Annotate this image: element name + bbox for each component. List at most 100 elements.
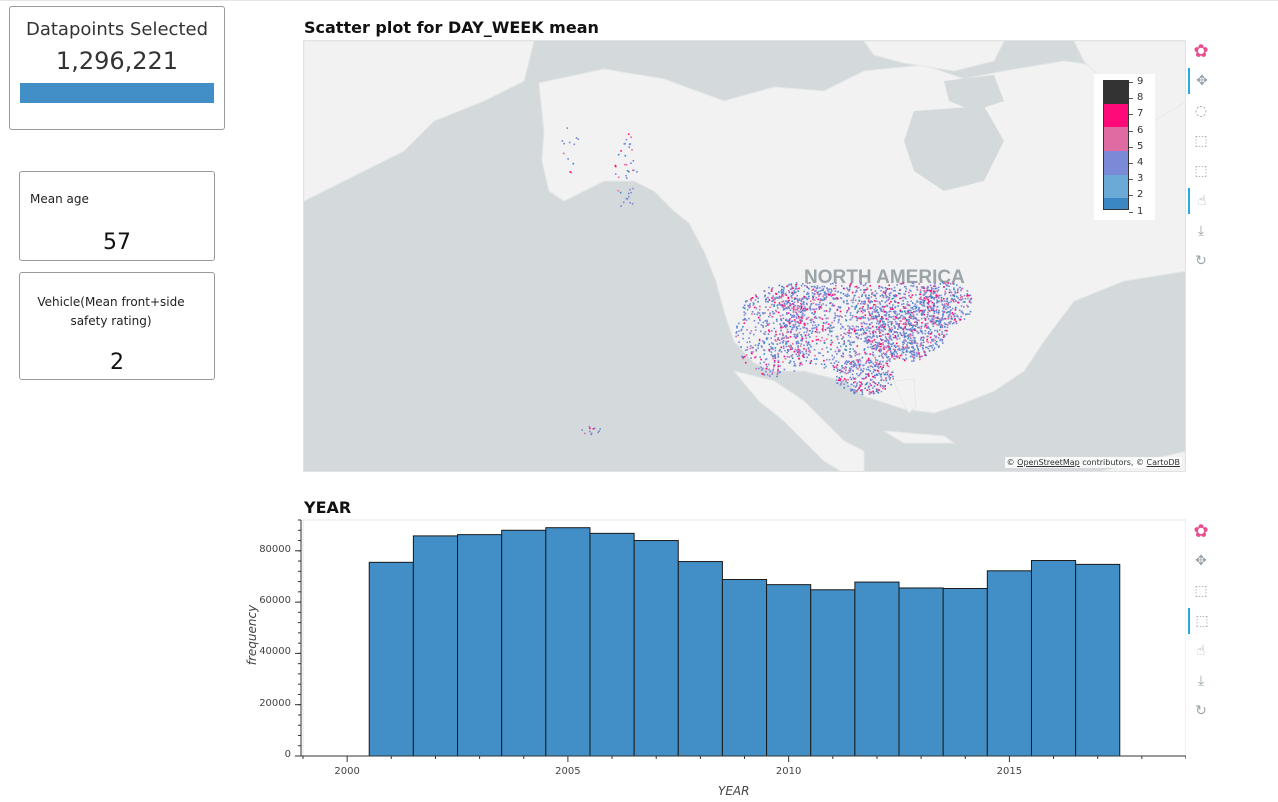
scatter-point <box>744 349 747 352</box>
openstreetmap-link[interactable]: OpenStreetMap <box>1017 458 1080 467</box>
scatter-point <box>628 170 630 173</box>
scatter-point <box>810 303 813 305</box>
scatter-point <box>930 315 933 317</box>
scatter-point <box>945 323 948 326</box>
save-icon[interactable]: ⤓ <box>1197 673 1205 689</box>
histogram-bar[interactable] <box>457 534 503 757</box>
lasso-icon[interactable]: ◌ <box>1194 103 1208 119</box>
scatter-point <box>744 317 746 320</box>
histogram-bar[interactable] <box>501 529 547 757</box>
scatter-point <box>802 308 804 311</box>
histogram-bar[interactable] <box>1075 563 1121 757</box>
scatter-point <box>891 353 893 356</box>
histogram-bar[interactable] <box>766 584 812 757</box>
scatter-point <box>773 312 776 315</box>
scatter-point <box>928 300 930 303</box>
scatter-point <box>829 327 831 330</box>
scatter-point <box>624 163 626 166</box>
scatter-point <box>807 334 810 337</box>
histogram-bar[interactable] <box>545 527 591 757</box>
histogram-bar[interactable] <box>633 540 679 757</box>
histogram-bar[interactable] <box>677 561 723 757</box>
scatter-point <box>569 171 572 173</box>
histogram-bar[interactable] <box>589 532 635 757</box>
scatter-point <box>955 320 957 323</box>
scatter-point <box>875 388 878 390</box>
histogram-bar[interactable] <box>854 581 900 757</box>
scatter-point <box>836 375 838 378</box>
scatter-point <box>778 371 781 374</box>
scatter-point <box>910 315 912 317</box>
year-histogram[interactable]: frequency YEAR 0 20000 40000 60000 80000 2000… <box>240 518 1186 800</box>
scatter-point <box>904 293 906 296</box>
scatter-point <box>926 289 929 291</box>
scatter-point <box>631 149 633 151</box>
box-select-icon[interactable]: ⬚ <box>1188 608 1214 634</box>
scatter-point <box>899 288 902 291</box>
scatter-point <box>934 317 936 319</box>
scatter-point <box>929 328 932 331</box>
scatter-point <box>863 348 866 350</box>
save-icon[interactable]: ⤓ <box>1197 223 1205 239</box>
scatter-point <box>865 323 868 325</box>
histogram-bar[interactable] <box>1030 560 1077 757</box>
histogram-bar[interactable] <box>721 579 768 757</box>
colorbar-swatch <box>1103 80 1129 93</box>
scatter-point <box>911 326 914 329</box>
scatter-point <box>826 327 829 329</box>
scatter-point <box>784 358 787 360</box>
scatter-point <box>786 303 788 305</box>
pan-icon[interactable]: ✥ <box>1188 68 1214 94</box>
scatter-point <box>813 299 816 301</box>
box-zoom-icon[interactable]: ⬚ <box>1194 133 1208 149</box>
scatter-point <box>808 333 810 336</box>
scatter-point <box>841 285 843 287</box>
scatter-point <box>861 307 864 310</box>
reset-icon[interactable]: ↻ <box>1195 253 1207 269</box>
histogram-bar[interactable] <box>810 589 856 757</box>
histogram-bar[interactable] <box>412 535 459 757</box>
scatter-point <box>938 321 941 323</box>
scatter-point <box>776 320 778 322</box>
scatter-point <box>847 288 849 291</box>
reset-icon[interactable]: ↻ <box>1195 703 1207 719</box>
scatter-point <box>795 283 797 286</box>
box-zoom-icon[interactable]: ⬚ <box>1194 583 1208 599</box>
histogram-bar[interactable] <box>898 587 944 757</box>
scatter-point <box>940 294 942 297</box>
scatter-point <box>895 331 897 333</box>
histogram-bar[interactable] <box>368 561 414 757</box>
scatter-point <box>766 297 769 299</box>
scatter-point <box>769 375 771 377</box>
histogram-bar[interactable] <box>986 570 1032 757</box>
y-tick-label: 80000 <box>259 543 291 555</box>
scatter-point <box>889 347 891 349</box>
logo-icon[interactable]: ✿ <box>1193 520 1209 542</box>
scatter-point <box>620 150 622 152</box>
hover-icon[interactable]: ☝ <box>1196 643 1206 659</box>
hover-icon[interactable]: ☝ <box>1188 188 1214 214</box>
scatter-point <box>957 297 959 299</box>
scatter-map[interactable]: NORTH AMERICA © OpenStreetMap contributo… <box>303 40 1186 472</box>
scatter-point <box>916 351 918 354</box>
scatter-point <box>815 342 818 345</box>
scatter-point <box>804 335 807 337</box>
scatter-point <box>799 349 801 352</box>
scatter-point <box>910 307 912 309</box>
scatter-point <box>795 349 798 352</box>
histogram-bar[interactable] <box>942 587 988 757</box>
scatter-point <box>923 287 925 289</box>
box-select-icon[interactable]: ⬚ <box>1194 163 1208 179</box>
pan-icon[interactable]: ✥ <box>1195 553 1207 569</box>
scatter-point <box>933 347 936 349</box>
scatter-point <box>865 282 867 284</box>
scatter-point <box>886 364 889 367</box>
scatter-point <box>897 335 900 337</box>
scatter-point <box>767 292 770 294</box>
logo-icon[interactable]: ✿ <box>1193 40 1209 62</box>
scatter-point <box>788 321 791 324</box>
cartodb-link[interactable]: CartoDB <box>1146 458 1180 467</box>
scatter-point <box>903 327 905 330</box>
scatter-point <box>809 306 812 308</box>
scatter-point <box>879 307 881 310</box>
